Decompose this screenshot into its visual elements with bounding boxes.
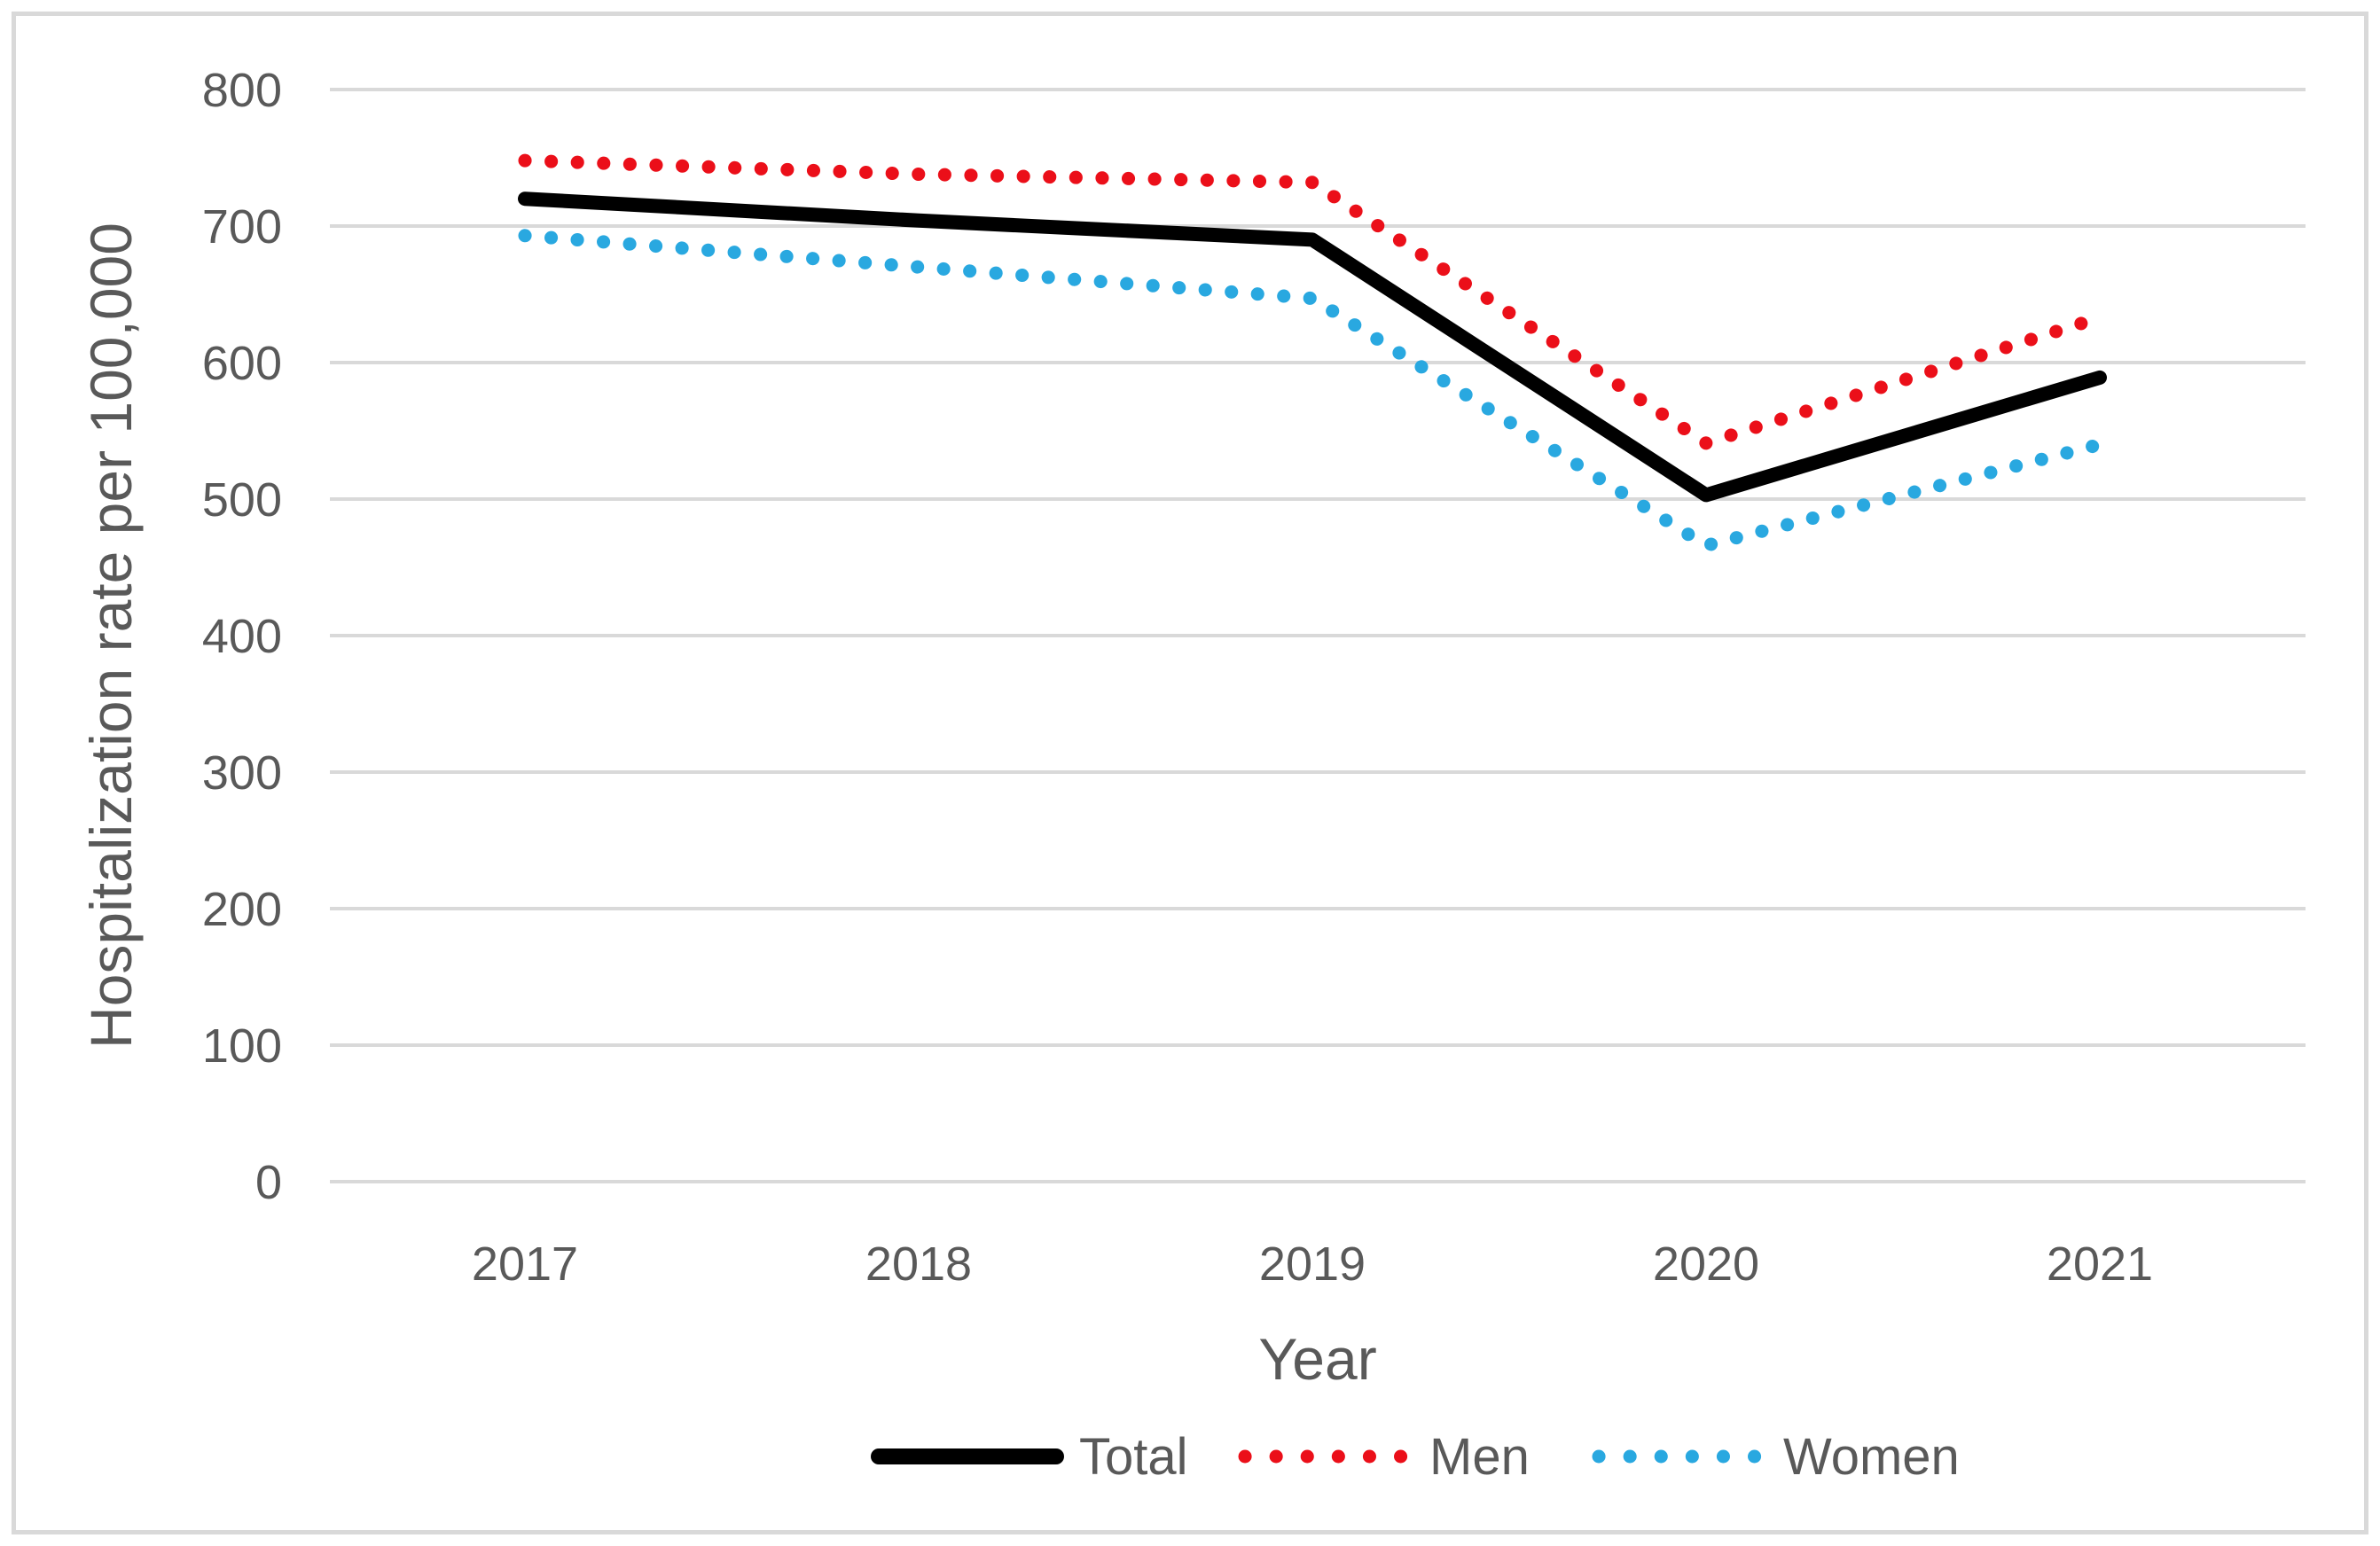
y-axis-title: Hospitalization rate per 100,000: [78, 223, 144, 1049]
legend-label-total: Total: [1079, 1428, 1188, 1486]
y-tick-label: 300: [202, 746, 282, 800]
x-tick-label: 2021: [2047, 1238, 2153, 1291]
y-tick-label: 700: [202, 200, 282, 254]
axis-ticks-group: 0 100 200 300 400 500 600 700 800 2017 2018 2019 202…: [202, 64, 2153, 1291]
legend-label-men: Men: [1429, 1428, 1530, 1486]
x-tick-label: 2019: [1259, 1238, 1366, 1291]
y-tick-label: 600: [202, 337, 282, 390]
y-tick-label: 200: [202, 883, 282, 936]
x-axis-title: Year: [1258, 1326, 1376, 1392]
x-tick-label: 2020: [1653, 1238, 1759, 1291]
x-tick-label: 2017: [472, 1238, 578, 1291]
legend-label-women: Women: [1783, 1428, 1960, 1486]
y-tick-label: 0: [255, 1156, 282, 1209]
x-tick-label: 2018: [865, 1238, 972, 1291]
y-tick-label: 500: [202, 473, 282, 527]
y-tick-label: 100: [202, 1019, 282, 1073]
series-group: [518, 153, 2107, 552]
series-line-men: [518, 153, 2107, 450]
series-line-total: [518, 191, 2107, 503]
series-line-women: [518, 229, 2107, 552]
gridlines-group: [330, 88, 2306, 1183]
legend: Total Men Women: [871, 1428, 1960, 1486]
figure-border: [12, 12, 2368, 1534]
y-tick-label: 400: [202, 610, 282, 663]
y-tick-label: 800: [202, 64, 282, 117]
